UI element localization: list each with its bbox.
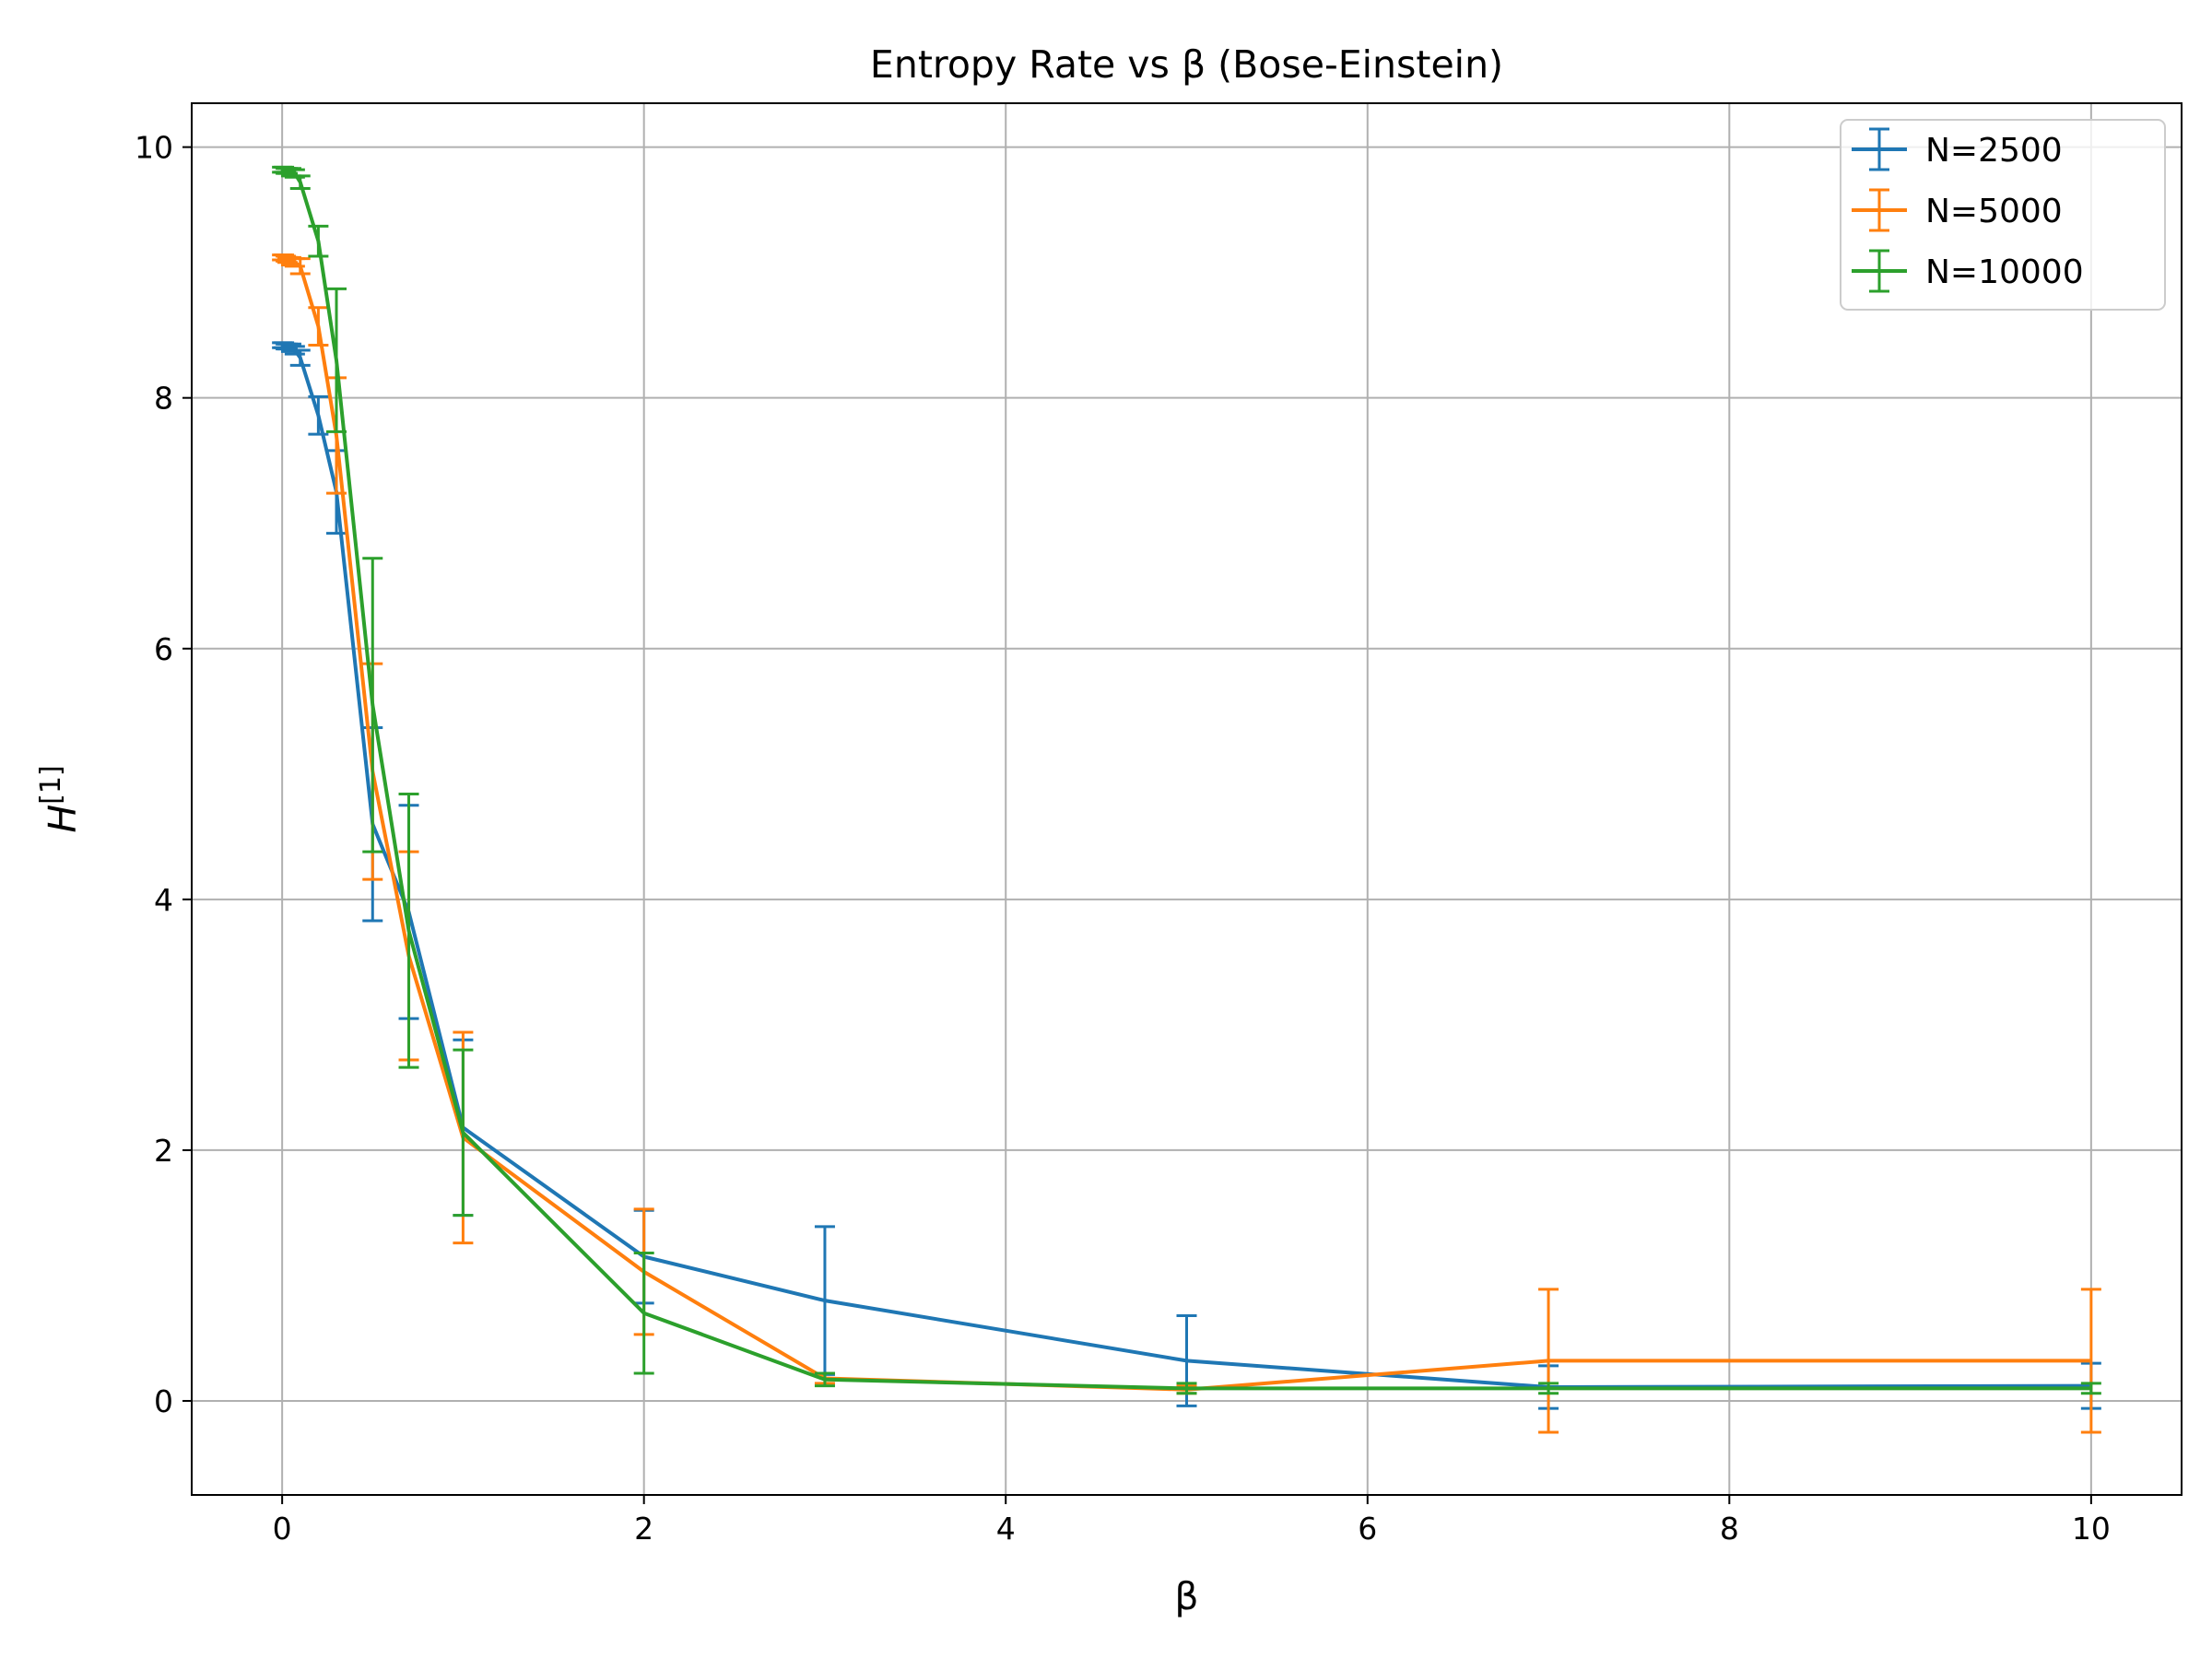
y-tick-label: 4 (154, 882, 173, 918)
plot-frame (191, 102, 2183, 1496)
chart-title: Entropy Rate vs β (Bose-Einstein) (870, 42, 1503, 87)
x-tick-label: 10 (2072, 1511, 2111, 1547)
y-tick-label: 10 (135, 130, 173, 166)
legend: N=2500 N=5000 N=10000 (1840, 119, 2166, 311)
legend-entry: N=10000 (1852, 249, 2084, 293)
x-tick-label: 4 (996, 1511, 1016, 1547)
axis-ticks: 0 2 4 6 8 10 0 2 4 6 8 10 (135, 130, 2111, 1547)
y-tick-label: 2 (154, 1133, 173, 1169)
legend-box (1840, 119, 2166, 311)
y-axis-label-base: H (41, 805, 85, 833)
plot-series (272, 165, 2101, 1434)
grid (192, 103, 2182, 1495)
series-N=10000 (272, 165, 2101, 1395)
legend-label: N=5000 (1925, 193, 2063, 230)
y-tick-label: 8 (154, 381, 173, 417)
y-tick-label: 6 (154, 631, 173, 667)
y-tick-label: 0 (154, 1383, 173, 1419)
x-tick-label: 8 (1720, 1511, 1739, 1547)
x-axis-label: β (1174, 1574, 1198, 1618)
x-tick-label: 6 (1358, 1511, 1377, 1547)
legend-label: N=2500 (1925, 132, 2063, 170)
x-tick-label: 2 (634, 1511, 653, 1547)
legend-entry: N=5000 (1852, 188, 2063, 232)
x-tick-label: 0 (273, 1511, 292, 1547)
y-axis-label-superscript: [1] (35, 765, 67, 805)
legend-label: N=10000 (1925, 253, 2084, 291)
legend-entry: N=2500 (1852, 127, 2063, 171)
y-axis-label: H[1] (35, 765, 86, 832)
